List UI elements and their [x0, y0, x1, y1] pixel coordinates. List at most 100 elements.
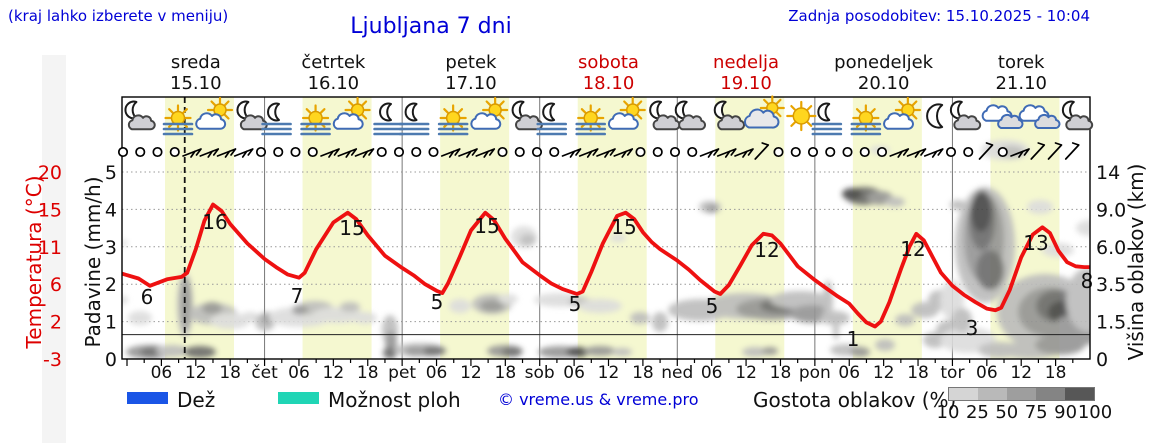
time-tick-label: 18 — [357, 363, 379, 383]
temperature-value-label: 12 — [900, 237, 925, 261]
weather-icon-sun-cloud — [883, 96, 921, 130]
cloud-density-layer — [122, 140, 1090, 359]
wind-calm-icon — [635, 146, 646, 158]
cloud-blob — [181, 277, 191, 329]
day-abbr-label: tor — [940, 363, 964, 383]
time-tick-label: 06 — [151, 363, 173, 383]
density-scale-label: 25 — [965, 402, 989, 423]
wind-calm-icon — [876, 146, 888, 158]
weather-icon-sun-fog — [850, 104, 882, 136]
cloud-blob — [652, 312, 668, 332]
wind-calm-icon — [117, 146, 129, 158]
day-date: 19.10 — [720, 73, 772, 94]
cloud-density-legend-label: Gostota oblakov (%) — [753, 388, 957, 412]
cloud-blob — [971, 192, 991, 232]
cloud-blob — [210, 313, 250, 329]
density-gradient-segment — [978, 388, 1007, 400]
weather-icon-moon — [926, 103, 944, 129]
background-strip — [42, 55, 66, 443]
cloud-height-tick-label: 6.0 — [1096, 237, 1126, 259]
precip-tick-label: 4 — [105, 199, 117, 221]
weather-icon-moon-cloud — [949, 100, 982, 131]
temperature-axis-label: Temperatura (°C) — [22, 175, 46, 349]
cloud-blob — [885, 197, 905, 207]
precip-tick-label: 0 — [105, 349, 117, 371]
time-tick-label: 06 — [976, 363, 998, 383]
weather-icon-moon-fog — [398, 102, 430, 136]
wind-calm-icon — [842, 146, 853, 158]
cloud-blob — [405, 346, 425, 356]
temperature-value-label: 15 — [611, 215, 636, 239]
time-tick-label: 06 — [838, 363, 860, 383]
cloud-blob — [578, 299, 622, 313]
weather-icon-sun-fog — [162, 104, 194, 136]
wind-calm-icon — [669, 146, 681, 158]
day-date: 15.10 — [170, 73, 222, 94]
copyright-link[interactable]: © vreme.us & vreme.pro — [498, 390, 699, 409]
cloud-blob — [1027, 200, 1053, 214]
wind-calm-icon — [859, 146, 870, 158]
day-date: 16.10 — [307, 73, 360, 94]
wind-calm-icon — [255, 146, 267, 158]
wind-barb-icon — [596, 148, 616, 158]
cloud-blob — [850, 347, 870, 357]
wind-calm-icon — [790, 146, 801, 158]
wind-barb-icon — [699, 148, 720, 158]
day-abbr-label: pet — [388, 363, 416, 383]
density-gradient-segment — [949, 388, 978, 400]
weather-icon-moon-fog — [373, 102, 404, 136]
wind-calm-icon — [549, 146, 560, 158]
wind-barb-icon — [1010, 148, 1030, 158]
day-header: ponedeljek 20.10 — [815, 52, 953, 94]
menu-hint: (kraj lahko izberete v meniju) — [8, 7, 229, 25]
density-scale-label: 75 — [1024, 402, 1048, 423]
wind-calm-icon — [997, 146, 1008, 158]
temperature-value-label: 3 — [966, 316, 979, 340]
cloud-blob — [612, 348, 632, 356]
time-tick-label: 18 — [770, 363, 792, 383]
temperature-tick-label: 2 — [50, 312, 62, 334]
wind-calm-icon — [963, 146, 974, 158]
day-header: četrtek 16.10 — [264, 52, 402, 94]
wind-calm-icon — [393, 146, 405, 158]
cloud-blob — [156, 345, 188, 357]
cloud-blob — [706, 205, 718, 213]
day-abbr-label: ned — [661, 363, 693, 383]
temperature-value-label: 7 — [291, 284, 304, 308]
density-gradient-segment — [1036, 388, 1065, 400]
wind-calm-icon — [411, 146, 422, 158]
weather-icon-clouds — [1018, 104, 1061, 130]
wind-calm-icon — [807, 146, 819, 158]
wind-barb-icon — [1030, 142, 1046, 160]
weather-icon-sun-fog — [437, 104, 469, 136]
time-tick-label: 12 — [323, 363, 345, 383]
cloud-blob — [502, 347, 522, 357]
wind-calm-icon — [514, 146, 525, 158]
precipitation-axis-label: Padavine (mm/h) — [81, 176, 105, 348]
precip-tick-label: 1 — [105, 312, 117, 334]
wind-barb-icon — [578, 148, 599, 158]
wind-barb-icon — [561, 148, 582, 158]
cloud-blob — [498, 294, 518, 304]
cloud-height-tick-label: 9.0 — [1096, 199, 1126, 221]
cloud-blob — [122, 240, 128, 246]
temperature-tick-label: 20 — [38, 162, 62, 184]
cloud-blob — [202, 302, 222, 314]
temperature-tick-label: 15 — [38, 199, 62, 221]
day-name: sobota — [578, 52, 639, 73]
weather-icon-moon-fog — [261, 102, 292, 136]
temperature-value-label: 1 — [847, 327, 860, 351]
day-date: 21.10 — [995, 73, 1047, 94]
cloud-blob — [122, 296, 128, 304]
page-title: Ljubljana 7 dni — [350, 14, 512, 39]
temperature-value-label: 16 — [202, 210, 227, 234]
day-name: petek — [445, 52, 497, 73]
wind-barb-icon — [440, 148, 461, 158]
cloud-density-gradient — [948, 387, 1095, 401]
time-tick-label: 18 — [495, 363, 517, 383]
wind-barb-icon — [233, 148, 254, 158]
cloud-blob — [449, 299, 471, 313]
day-name: torek — [997, 52, 1045, 73]
time-tick-label: 06 — [701, 363, 723, 383]
time-tick-label: 18 — [632, 363, 654, 383]
